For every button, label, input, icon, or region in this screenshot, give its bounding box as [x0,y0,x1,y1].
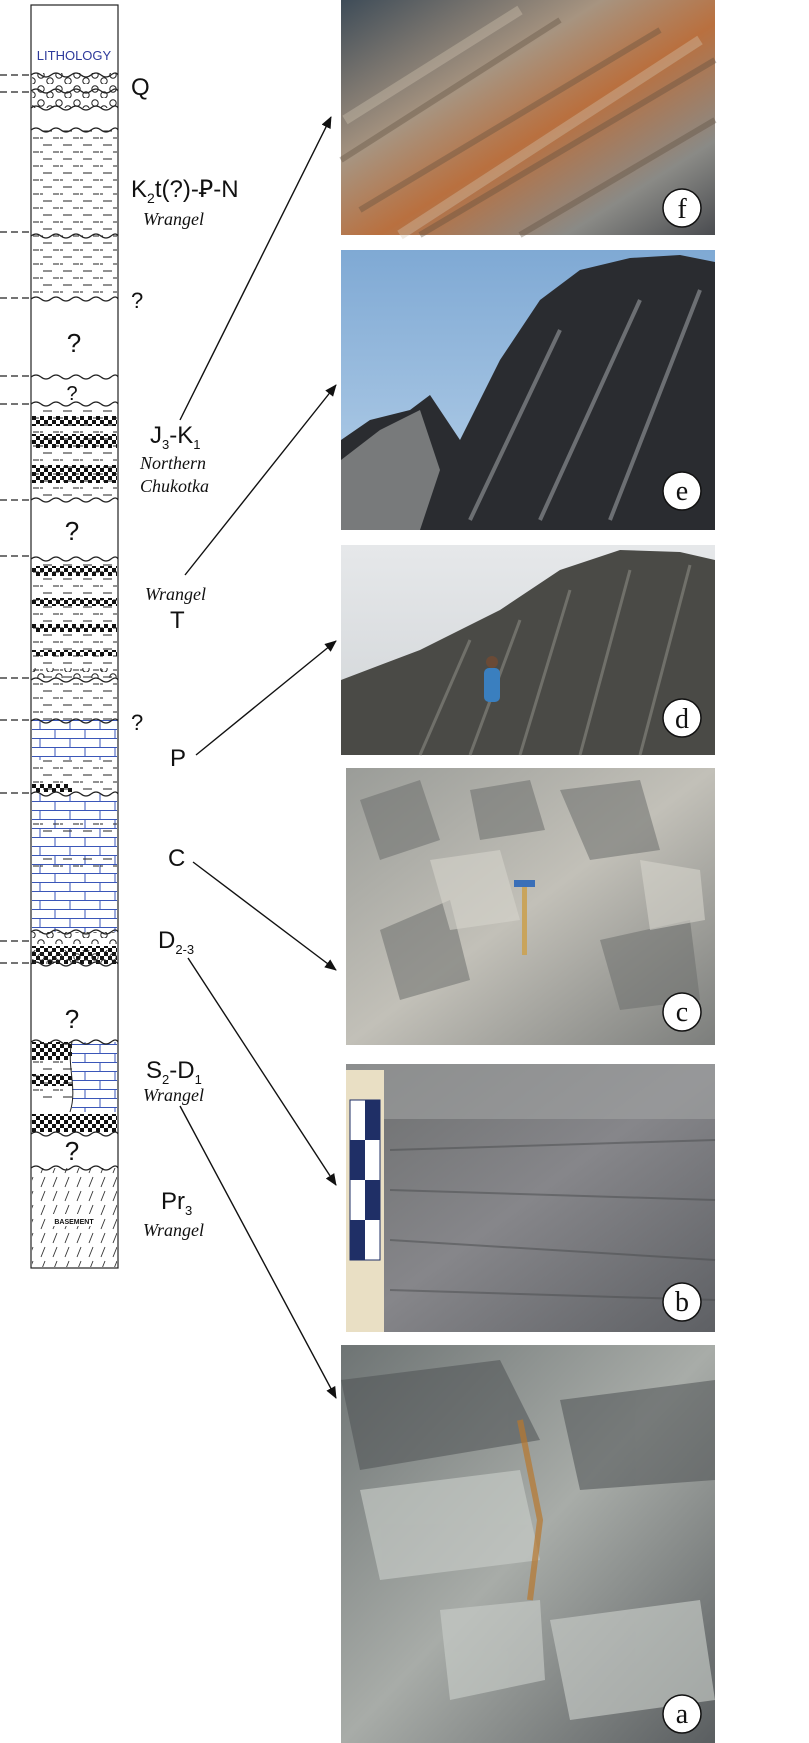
photo-badge-f [662,188,702,228]
unit-label-p: P [170,745,186,772]
column-question-mark: ? [66,383,77,405]
photo-badge-b [662,1282,702,1322]
unit-label-s2d1: S2-D1 [146,1057,202,1087]
photo-badge-e [662,471,702,511]
unit-label-pr3: Pr3 [161,1188,192,1218]
layer-j3k1-checker-1 [32,416,117,426]
layer-d23-conglom-1 [32,932,117,944]
arrows [179,116,337,1399]
layer-j3k1-checker-3 [32,465,117,483]
photo-label-e: e [676,476,688,507]
layer-c-shale-band-2 [32,856,117,870]
photo-c: c [346,768,715,1045]
photo-badge-a [662,1694,702,1734]
layer-p-limestone [32,720,117,760]
arrow-t-to-e [184,384,337,576]
photo-label-c: c [676,997,688,1028]
photo-f: f [339,0,717,240]
photo-b: b [346,1064,716,1332]
unit-question-mark: ? [131,288,143,313]
unit-label-d23: D2-3 [158,927,194,957]
column-question-mark: ? [65,516,79,546]
layer-t-checker-3 [32,624,117,632]
column-question-mark: ? [65,1004,79,1034]
unit-label-q: Q [131,74,150,101]
locality-pr3: Wrangel [143,1220,204,1240]
layer-c-shale-band-1 [32,822,117,836]
column-question-mark: ? [67,328,81,358]
column-header: LITHOLOGY [37,48,112,63]
layer-t-checker-4 [32,650,117,656]
layer-t-checker-2 [32,598,117,606]
arrow-d23-to-b [187,957,337,1186]
boundary-ticks [0,74,29,964]
photo-d: d [341,545,715,756]
layer-p-checker [32,784,72,792]
locality-s2d1: Wrangel [143,1085,204,1105]
basement-label-bg [52,1214,97,1226]
layer-j3k1-checker-2 [32,434,117,448]
lithology-column: LITHOLOGY [30,4,119,1269]
layer-k2-shale [32,125,117,298]
photo-badge-c [662,992,702,1032]
locality-k2: Wrangel [143,209,204,229]
layer-d23-conglom-2 [32,950,117,964]
locality-j3k1-line1: Northern [139,453,206,473]
layer-s2d1-checker-left [32,1042,72,1060]
arrow-c-to-c [192,861,337,971]
photo-label-d: d [675,704,689,735]
unit-label-t: T [170,607,185,634]
arrow-p-to-d [195,640,337,756]
photo-label-a: a [676,1699,689,1730]
unconformity-lines [30,72,119,1171]
arrow-j3k1-to-f [179,116,332,421]
layer-s2d1-divider [69,1041,74,1113]
photo-badge-d [662,698,702,738]
photo-label-b: b [675,1287,689,1318]
layer-s2d1-checker-left-2 [32,1074,72,1086]
unit-label-c: C [168,845,185,872]
unit-label-k2: K2t(?)-Ꝑ-N [131,176,239,206]
layer-t-checker-1 [32,566,117,576]
layer-t-conglom [32,668,117,678]
layer-t-shale [32,560,117,720]
unit-label-j3k1: J3-K1 [150,422,200,452]
column-question-mark: ? [65,1136,79,1166]
layer-s2d1-checker-base [32,1114,117,1132]
arrow-s2d1-to-a [179,1105,337,1399]
photo-label-f: f [677,194,687,225]
layer-q-conglomerate [32,73,117,108]
unit-question-mark: ? [131,710,143,735]
basement-label: BASEMENT [54,1219,94,1226]
person-figure [484,668,500,702]
locality-t: Wrangel [145,584,206,604]
layer-s2d1-limestone-right [72,1042,117,1112]
photo-e: e [341,250,715,530]
locality-j3k1-line2: Chukotka [140,476,209,496]
hammer-handle [522,885,527,955]
photo-a: a [341,1345,715,1743]
